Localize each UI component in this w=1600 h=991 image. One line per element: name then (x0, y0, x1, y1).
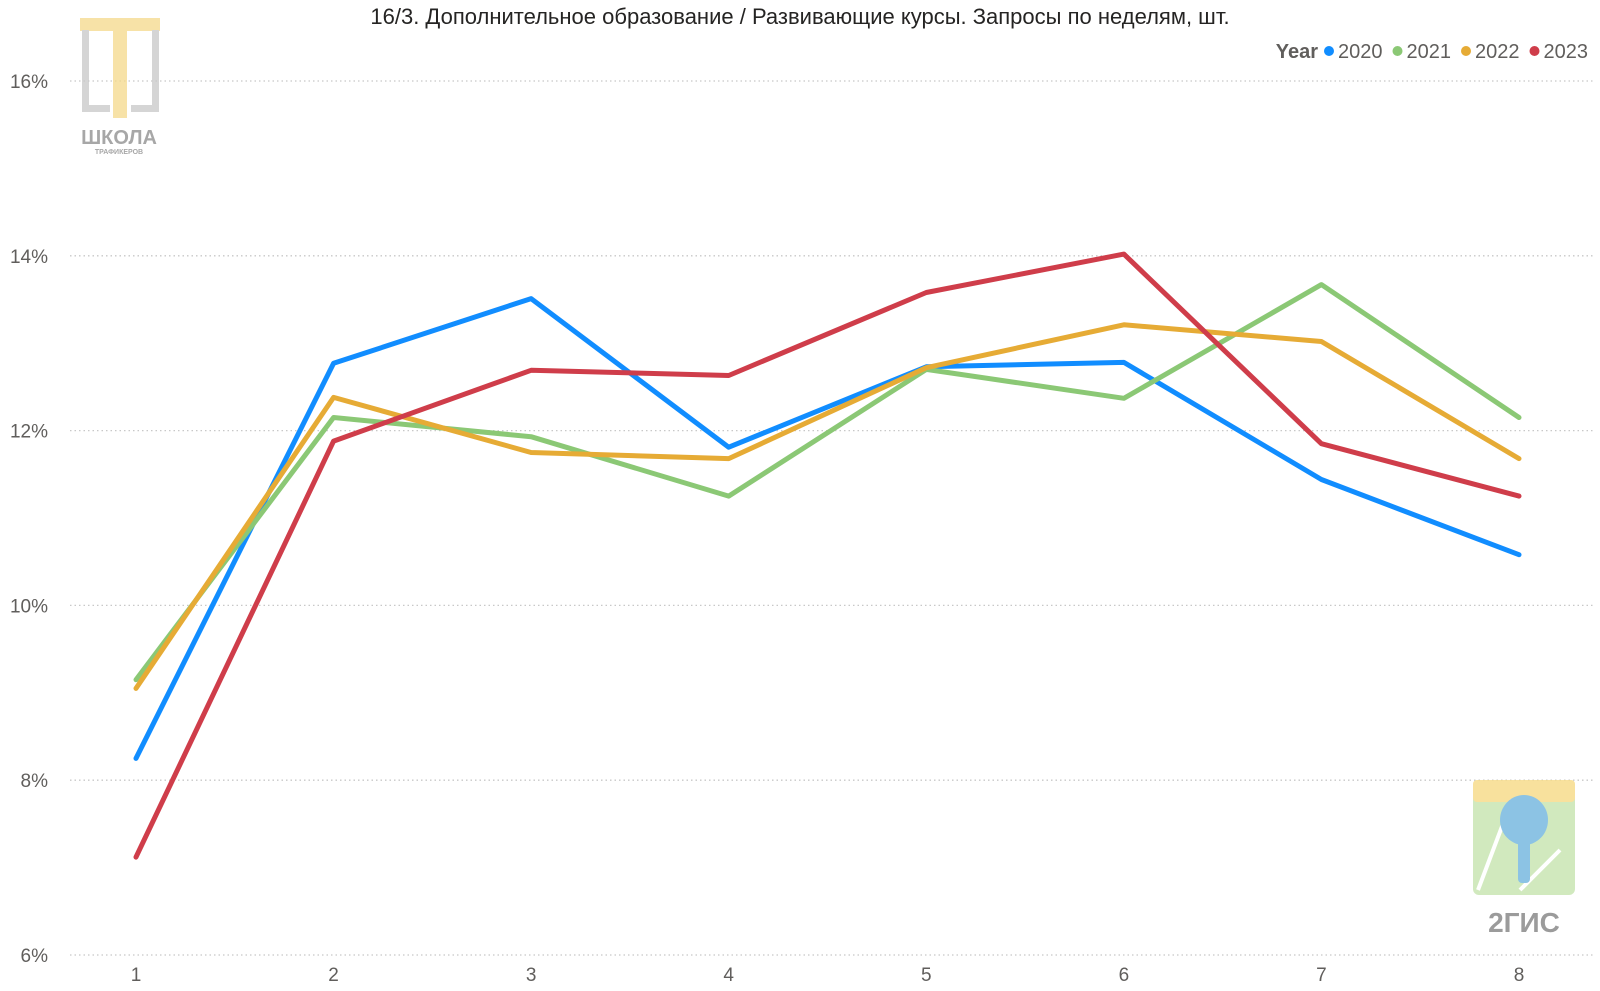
y-axis-ticks: 6% 8% 10% 12% 14% 16% (10, 72, 48, 967)
legend-marker-2022 (1461, 46, 1471, 56)
x-tick-label: 5 (921, 965, 932, 986)
y-tick-label: 10% (10, 596, 48, 617)
series-line-2022 (133, 322, 1522, 691)
x-tick-label: 7 (1316, 965, 1327, 986)
chart-title: 16/3. Дополнительное образование / Разви… (370, 4, 1229, 29)
y-tick-label: 14% (10, 247, 48, 268)
y-tick-label: 6% (21, 946, 49, 967)
x-tick-label: 6 (1119, 965, 1130, 986)
x-tick-label: 2 (328, 965, 339, 986)
x-tick-label: 8 (1514, 965, 1525, 986)
y-tick-label: 16% (10, 72, 48, 93)
series-line-2023 (133, 251, 1522, 860)
school-logo: ШКОЛА ТРАФИКЕРОВ (80, 18, 160, 156)
legend-marker-2020 (1324, 46, 1334, 56)
legend-label-2020: 2020 (1338, 41, 1383, 63)
x-tick-label: 3 (526, 965, 537, 986)
series-line-2020 (133, 296, 1522, 761)
gis-logo: 2ГИС (1473, 780, 1575, 938)
legend-marker-2023 (1529, 46, 1540, 56)
x-tick-label: 4 (723, 965, 734, 986)
legend-label-2021: 2021 (1407, 41, 1452, 63)
series-line-2021 (133, 282, 1522, 683)
school-logo-subtext: ТРАФИКЕРОВ (95, 149, 143, 156)
y-tick-label: 12% (10, 422, 48, 443)
school-logo-text: ШКОЛА (81, 127, 157, 149)
x-tick-label: 1 (131, 965, 142, 986)
legend: Year 2023 2022 2021 2020 (1276, 41, 1588, 63)
legend-label-2023: 2023 (1544, 41, 1589, 63)
gis-logo-text: 2ГИС (1488, 907, 1560, 938)
y-tick-label: 8% (21, 771, 49, 792)
series-lines (133, 251, 1522, 860)
x-axis-ticks: 1 2 3 4 5 6 7 8 (131, 965, 1525, 986)
legend-title: Year (1276, 41, 1318, 63)
legend-marker-2021 (1392, 46, 1403, 56)
legend-label-2022: 2022 (1475, 41, 1520, 63)
